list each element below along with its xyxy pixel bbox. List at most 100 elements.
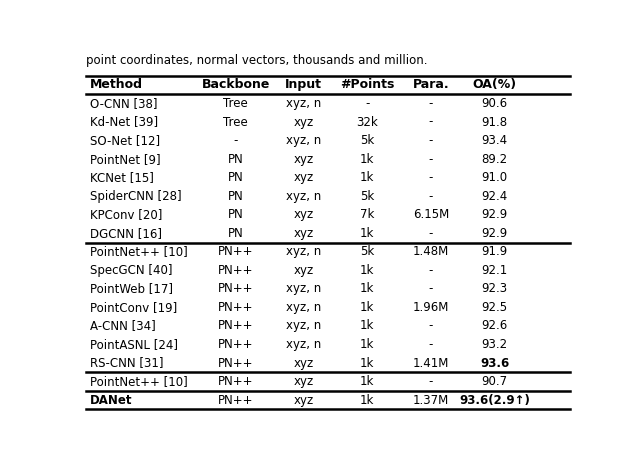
Text: 1.96M: 1.96M bbox=[413, 301, 449, 314]
Text: -: - bbox=[429, 375, 433, 388]
Text: 1k: 1k bbox=[360, 338, 374, 351]
Text: 1k: 1k bbox=[360, 152, 374, 165]
Text: xyz: xyz bbox=[293, 394, 314, 407]
Text: SpiderCNN [28]: SpiderCNN [28] bbox=[90, 190, 182, 203]
Text: -: - bbox=[429, 227, 433, 240]
Text: xyz: xyz bbox=[293, 227, 314, 240]
Text: xyz: xyz bbox=[293, 264, 314, 277]
Text: PN++: PN++ bbox=[218, 338, 253, 351]
Text: Tree: Tree bbox=[223, 116, 248, 129]
Text: xyz: xyz bbox=[293, 152, 314, 165]
Text: 92.9: 92.9 bbox=[481, 227, 508, 240]
Text: -: - bbox=[429, 319, 433, 332]
Text: 1k: 1k bbox=[360, 319, 374, 332]
Text: SO-Net [12]: SO-Net [12] bbox=[90, 134, 161, 147]
Text: xyz, n: xyz, n bbox=[285, 190, 321, 203]
Text: PN++: PN++ bbox=[218, 282, 253, 295]
Text: 1k: 1k bbox=[360, 171, 374, 184]
Text: -: - bbox=[429, 338, 433, 351]
Text: -: - bbox=[365, 97, 369, 110]
Text: PN++: PN++ bbox=[218, 245, 253, 258]
Text: Backbone: Backbone bbox=[202, 78, 270, 91]
Text: 1k: 1k bbox=[360, 356, 374, 370]
Text: -: - bbox=[429, 152, 433, 165]
Text: O-CNN [38]: O-CNN [38] bbox=[90, 97, 158, 110]
Text: PointNet++ [10]: PointNet++ [10] bbox=[90, 245, 188, 258]
Text: xyz, n: xyz, n bbox=[285, 338, 321, 351]
Text: PN++: PN++ bbox=[218, 394, 253, 407]
Text: PointWeb [17]: PointWeb [17] bbox=[90, 282, 173, 295]
Text: DANet: DANet bbox=[90, 394, 133, 407]
Text: #Points: #Points bbox=[340, 78, 394, 91]
Text: xyz, n: xyz, n bbox=[285, 319, 321, 332]
Text: OA(%): OA(%) bbox=[472, 78, 516, 91]
Text: RS-CNN [31]: RS-CNN [31] bbox=[90, 356, 164, 370]
Text: 92.1: 92.1 bbox=[481, 264, 508, 277]
Text: DGCNN [16]: DGCNN [16] bbox=[90, 227, 163, 240]
Text: 92.5: 92.5 bbox=[482, 301, 508, 314]
Text: xyz, n: xyz, n bbox=[285, 245, 321, 258]
Text: xyz: xyz bbox=[293, 171, 314, 184]
Text: 90.6: 90.6 bbox=[482, 97, 508, 110]
Text: PN++: PN++ bbox=[218, 356, 253, 370]
Text: PN++: PN++ bbox=[218, 264, 253, 277]
Text: 1.41M: 1.41M bbox=[413, 356, 449, 370]
Text: PointConv [19]: PointConv [19] bbox=[90, 301, 177, 314]
Text: 5k: 5k bbox=[360, 134, 374, 147]
Text: KPConv [20]: KPConv [20] bbox=[90, 208, 163, 221]
Text: 1k: 1k bbox=[360, 227, 374, 240]
Text: 1k: 1k bbox=[360, 375, 374, 388]
Text: 6.15M: 6.15M bbox=[413, 208, 449, 221]
Text: 92.9: 92.9 bbox=[481, 208, 508, 221]
Text: -: - bbox=[234, 134, 238, 147]
Text: PN: PN bbox=[228, 227, 244, 240]
Text: 93.2: 93.2 bbox=[482, 338, 508, 351]
Text: 7k: 7k bbox=[360, 208, 374, 221]
Text: PN: PN bbox=[228, 171, 244, 184]
Text: 92.4: 92.4 bbox=[481, 190, 508, 203]
Text: xyz, n: xyz, n bbox=[285, 301, 321, 314]
Text: 91.8: 91.8 bbox=[482, 116, 508, 129]
Text: PN: PN bbox=[228, 208, 244, 221]
Text: -: - bbox=[429, 116, 433, 129]
Text: PointNet++ [10]: PointNet++ [10] bbox=[90, 375, 188, 388]
Text: PN++: PN++ bbox=[218, 301, 253, 314]
Text: xyz, n: xyz, n bbox=[285, 134, 321, 147]
Text: xyz, n: xyz, n bbox=[285, 97, 321, 110]
Text: 89.2: 89.2 bbox=[482, 152, 508, 165]
Text: 1.37M: 1.37M bbox=[413, 394, 449, 407]
Text: 1.48M: 1.48M bbox=[413, 245, 449, 258]
Text: 1k: 1k bbox=[360, 301, 374, 314]
Text: 91.9: 91.9 bbox=[481, 245, 508, 258]
Text: 5k: 5k bbox=[360, 190, 374, 203]
Text: 1k: 1k bbox=[360, 282, 374, 295]
Text: -: - bbox=[429, 134, 433, 147]
Text: 93.6(2.9↑): 93.6(2.9↑) bbox=[460, 394, 530, 407]
Text: 1k: 1k bbox=[360, 264, 374, 277]
Text: KCNet [15]: KCNet [15] bbox=[90, 171, 154, 184]
Text: point coordinates, normal vectors, thousands and million.: point coordinates, normal vectors, thous… bbox=[86, 54, 428, 67]
Text: 90.7: 90.7 bbox=[482, 375, 508, 388]
Text: xyz, n: xyz, n bbox=[285, 282, 321, 295]
Text: Para.: Para. bbox=[413, 78, 449, 91]
Text: PointNet [9]: PointNet [9] bbox=[90, 152, 161, 165]
Text: -: - bbox=[429, 171, 433, 184]
Text: xyz: xyz bbox=[293, 356, 314, 370]
Text: 32k: 32k bbox=[356, 116, 378, 129]
Text: Method: Method bbox=[90, 78, 143, 91]
Text: 93.6: 93.6 bbox=[480, 356, 509, 370]
Text: Tree: Tree bbox=[223, 97, 248, 110]
Text: PN++: PN++ bbox=[218, 375, 253, 388]
Text: SpecGCN [40]: SpecGCN [40] bbox=[90, 264, 173, 277]
Text: PN: PN bbox=[228, 152, 244, 165]
Text: Input: Input bbox=[285, 78, 322, 91]
Text: 91.0: 91.0 bbox=[482, 171, 508, 184]
Text: -: - bbox=[429, 190, 433, 203]
Text: PointASNL [24]: PointASNL [24] bbox=[90, 338, 179, 351]
Text: -: - bbox=[429, 264, 433, 277]
Text: 1k: 1k bbox=[360, 394, 374, 407]
Text: PN++: PN++ bbox=[218, 319, 253, 332]
Text: Kd-Net [39]: Kd-Net [39] bbox=[90, 116, 159, 129]
Text: 92.6: 92.6 bbox=[481, 319, 508, 332]
Text: 92.3: 92.3 bbox=[482, 282, 508, 295]
